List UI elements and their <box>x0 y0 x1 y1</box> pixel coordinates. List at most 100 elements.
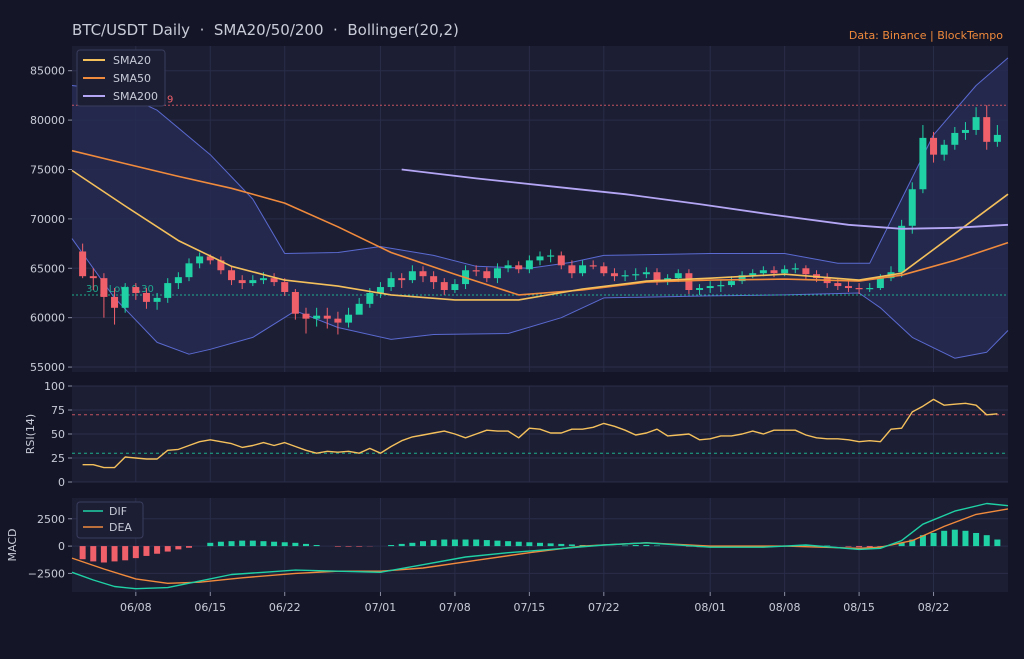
legend-label-sma200: SMA200 <box>113 90 158 103</box>
candle-body <box>409 271 416 280</box>
price-y-tick-label: 80000 <box>30 114 65 127</box>
candle-body <box>632 274 639 275</box>
candle-body <box>643 272 650 274</box>
macd-histogram-bar <box>516 542 522 546</box>
candle-body <box>781 269 788 273</box>
macd-histogram-bar <box>526 542 532 546</box>
macd-histogram-bar <box>962 531 968 546</box>
candle-body <box>622 275 629 276</box>
macd-histogram-bar <box>941 531 947 546</box>
candle-body <box>473 270 480 271</box>
candle-body <box>590 265 597 266</box>
rsi-y-tick-label: 75 <box>51 404 65 417</box>
candle-body <box>568 265 575 273</box>
rsi-y-tick-label: 25 <box>51 452 65 465</box>
candle-body <box>451 284 458 290</box>
macd-histogram-bar <box>622 546 628 547</box>
candle-body <box>951 133 958 145</box>
macd-histogram-bar <box>441 540 447 547</box>
candle-body <box>526 260 533 269</box>
macd-histogram-bar <box>154 546 160 554</box>
candle-body <box>494 268 501 278</box>
macd-histogram-bar <box>643 545 649 546</box>
candle-body <box>483 271 490 278</box>
candle-body <box>856 288 863 289</box>
macd-histogram-bar <box>186 546 192 548</box>
macd-histogram-bar <box>218 542 224 546</box>
macd-histogram-bar <box>346 546 352 547</box>
macd-histogram-bar <box>558 544 564 546</box>
candle-body <box>303 314 310 319</box>
candle-body <box>164 283 171 298</box>
candle-body <box>547 255 554 256</box>
candle-body <box>515 265 522 269</box>
macd-histogram-bar <box>494 541 500 546</box>
macd-histogram-bar <box>399 544 405 546</box>
candle-body <box>866 288 873 289</box>
candle-body <box>366 293 373 304</box>
macd-histogram-bar <box>292 543 298 546</box>
candle-body <box>600 266 607 273</box>
macd-histogram-bar <box>537 543 543 546</box>
legend-label-dif: DIF <box>109 505 127 518</box>
x-tick-label: 07/08 <box>439 601 471 614</box>
candle-body <box>132 287 139 293</box>
macd-histogram-bar <box>175 546 181 549</box>
rsi-y-tick-label: 0 <box>58 476 65 489</box>
candle-body <box>579 265 586 273</box>
macd-histogram-bar <box>952 530 958 546</box>
candle-body <box>877 278 884 288</box>
candle-body <box>345 315 352 323</box>
candle-body <box>196 256 203 263</box>
x-tick-label: 08/01 <box>694 601 726 614</box>
candle-body <box>90 276 97 278</box>
candle-body <box>186 263 193 277</box>
macd-histogram-bar <box>122 546 128 560</box>
candle-body <box>707 286 714 288</box>
macd-y-tick-label: 2500 <box>37 513 65 526</box>
macd-histogram-bar <box>388 545 394 546</box>
macd-histogram-bar <box>463 540 469 547</box>
macd-y-tick-label: −2500 <box>28 567 65 580</box>
candle-body <box>898 226 905 272</box>
macd-histogram-bar <box>484 540 490 546</box>
macd-histogram-bar <box>984 535 990 546</box>
macd-histogram-bar <box>335 546 341 547</box>
x-tick-label: 08/22 <box>918 601 950 614</box>
candle-body <box>505 265 512 268</box>
candle-body <box>111 297 118 308</box>
x-tick-label: 06/15 <box>194 601 226 614</box>
candle-body <box>79 251 86 276</box>
price-y-tick-label: 75000 <box>30 163 65 176</box>
candle-body <box>654 272 661 280</box>
candle-body <box>356 304 363 315</box>
macd-histogram-bar <box>431 540 437 546</box>
macd-histogram-bar <box>994 540 1000 547</box>
candle-body <box>760 270 767 273</box>
macd-y-tick-label: 0 <box>58 540 65 553</box>
rsi-y-tick-label: 50 <box>51 428 65 441</box>
candle-body <box>249 280 256 283</box>
candle-body <box>771 270 778 273</box>
macd-histogram-bar <box>165 546 171 551</box>
candle-body <box>292 292 299 314</box>
macd-histogram-bar <box>90 546 96 561</box>
candle-body <box>281 282 288 292</box>
price-y-tick-label: 60000 <box>30 312 65 325</box>
candle-body <box>845 286 852 288</box>
candle-body <box>909 189 916 226</box>
macd-histogram-bar <box>229 541 235 546</box>
x-tick-label: 07/01 <box>365 601 397 614</box>
macd-histogram-bar <box>250 541 256 546</box>
macd-histogram-bar <box>856 546 862 547</box>
price-y-tick-label: 85000 <box>30 65 65 78</box>
macd-histogram-bar <box>845 546 851 547</box>
candle-body <box>749 273 756 275</box>
candle-body <box>919 138 926 189</box>
rsi-axis-label: RSI(14) <box>24 414 37 454</box>
candle-body <box>313 316 320 319</box>
candle-body <box>802 268 809 274</box>
candle-body <box>260 278 267 280</box>
price-y-tick-label: 65000 <box>30 262 65 275</box>
candle-body <box>941 145 948 155</box>
